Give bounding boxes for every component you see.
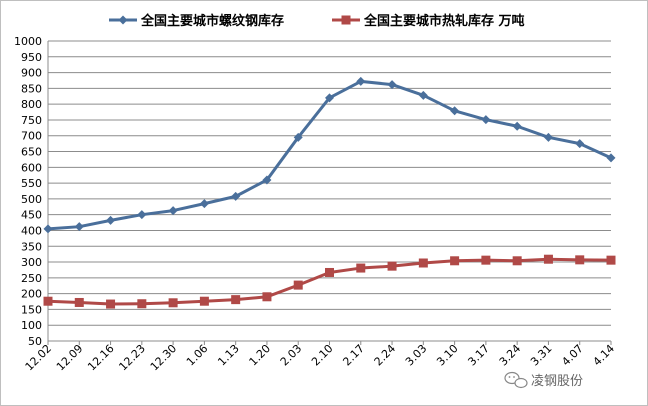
y-tick-label: 50 [28,335,42,348]
x-tick-label: 2.17 [340,342,367,369]
legend-marker [341,15,351,25]
data-point [481,115,491,125]
data-point [262,292,272,302]
x-tick-label: 1.20 [247,342,274,369]
y-tick-label: 400 [21,224,42,237]
data-point [387,261,397,271]
x-tick-label: 2.10 [309,342,336,369]
x-tick-label: 3.03 [403,342,430,369]
x-tick-label: 3.10 [434,342,461,369]
data-point [575,255,585,265]
data-point [231,191,241,201]
data-point [512,121,522,131]
data-point [356,263,366,273]
legend-item-1: 全国主要城市螺纹钢库存 [109,13,284,29]
y-tick-label: 100 [21,319,42,332]
data-point [137,210,147,220]
x-tick-label: 4.07 [559,342,586,369]
x-tick-label: 12.30 [148,342,179,373]
series-1 [43,76,616,234]
y-tick-label: 250 [21,272,42,285]
legend-marker [118,15,128,25]
data-point [450,106,460,116]
x-tick-label: 4.14 [591,342,618,369]
legend-label: 全国主要城市螺纹钢库存 [140,13,284,29]
data-point [74,222,84,232]
data-point [325,267,334,277]
y-tick-label: 550 [21,177,42,190]
legend-item-2: 全国主要城市热轧库存 万吨 [332,13,525,29]
data-point [137,299,147,309]
data-point [512,256,522,266]
data-point [387,80,397,90]
series-line [47,79,612,231]
data-point [43,224,53,234]
y-tick-label: 1000 [14,35,42,48]
y-tick-label: 850 [21,82,42,95]
series-2 [43,254,616,309]
x-tick-label: 12.09 [54,342,85,373]
x-tick-label: 3.17 [465,342,492,369]
data-point [606,255,616,265]
y-tick-label: 700 [21,130,42,143]
data-point [168,206,178,216]
series-line [47,257,612,306]
grid-lines [48,40,611,342]
data-point [418,258,428,268]
data-point [481,255,491,265]
data-point [543,254,553,264]
data-point [293,132,303,142]
x-tick-label: 2.24 [372,342,399,369]
data-point [575,139,585,149]
x-tick-label: 1.06 [184,342,211,369]
y-tick-label: 900 [21,67,42,80]
legend-label: 全国主要城市热轧库存 万吨 [363,13,525,29]
series-layer [43,76,616,309]
data-point [450,256,460,266]
x-tick-label: 3.24 [497,342,524,369]
x-tick-label: 2.03 [278,342,305,369]
data-point [606,153,616,163]
data-point [543,132,553,142]
y-tick-label: 150 [21,303,42,316]
y-tick-label: 450 [21,209,42,222]
x-tick-label: 1.13 [215,342,242,369]
data-point [199,199,209,209]
data-point [262,175,272,185]
data-point [418,90,428,100]
y-axis: 50 100 150 200 250 300 350 400 450 500 550 600 650 70… [14,35,49,348]
y-tick-label: 500 [21,193,42,206]
y-tick-label: 350 [21,240,42,253]
data-point [168,298,178,308]
x-tick-label: 3.31 [528,342,555,369]
watermark-text: 凌钢股份 [531,374,583,389]
y-tick-label: 300 [21,256,42,269]
y-tick-label: 950 [21,51,42,64]
wechat-icon [504,371,528,389]
data-point [231,295,241,305]
data-point [106,299,116,309]
legend: 全国主要城市螺纹钢库存 全国主要城市热轧库存 万吨 [109,13,525,29]
data-point [356,76,366,86]
y-tick-label: 750 [21,114,42,127]
y-tick-label: 200 [21,288,42,301]
watermark: 凌钢股份 [504,371,583,389]
data-point [199,296,209,306]
data-point [74,297,84,307]
data-point [43,296,53,306]
x-axis: 12.02 12.09 12.16 12.23 12.30 1.06 1.13 1.20 2.0… [23,341,617,373]
y-tick-label: 650 [21,146,42,159]
data-point [106,215,116,225]
y-tick-label: 800 [21,98,42,111]
x-tick-label: 12.23 [116,342,147,373]
data-point [325,93,334,103]
y-tick-label: 600 [21,161,42,174]
data-point [293,280,303,290]
x-tick-label: 12.16 [85,342,116,373]
